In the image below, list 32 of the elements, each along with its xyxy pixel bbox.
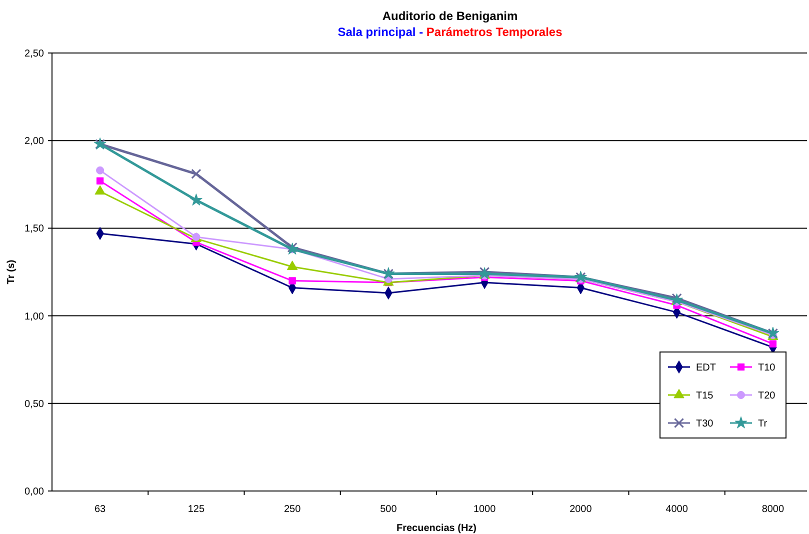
y-tick-label: 1,00: [24, 311, 44, 322]
x-tick-label: 500: [380, 504, 398, 515]
chart-subtitle: Sala principal - Parámetros Temporales: [338, 25, 563, 39]
chart-title: Auditorio de Beniganim: [382, 9, 518, 23]
legend-label: T30: [696, 418, 714, 430]
point: [96, 177, 104, 184]
x-tick-label: 1000: [473, 504, 496, 515]
point: [769, 340, 777, 348]
x-tick-label: 8000: [762, 504, 784, 515]
point: [96, 166, 104, 174]
x-tick-label: 250: [284, 504, 302, 515]
y-tick-label: 2,00: [24, 136, 44, 148]
legend-label: Tr: [758, 418, 768, 430]
x-tick-label: 4000: [666, 504, 688, 515]
legend-label: T20: [758, 390, 776, 402]
x-tick-label: 125: [188, 504, 205, 515]
y-tick-label: 0,00: [24, 486, 44, 498]
y-axis-title: Tr (s): [6, 260, 17, 284]
y-tick-label: 1,50: [24, 224, 44, 235]
y-tick-label: 0,50: [24, 398, 44, 410]
point: [288, 277, 296, 284]
x-axis-title: Frecuencias (Hz): [396, 523, 477, 534]
point: [190, 194, 202, 206]
x-tick-label: 63: [94, 504, 106, 515]
legend-label: EDT: [696, 362, 716, 374]
legend-label: T15: [696, 390, 714, 402]
point: [286, 260, 298, 270]
point: [94, 185, 106, 195]
y-tick-label: 2,50: [24, 48, 44, 60]
point: [191, 168, 202, 179]
legend-label: T10: [758, 362, 776, 374]
x-tick-label: 2000: [570, 504, 592, 515]
